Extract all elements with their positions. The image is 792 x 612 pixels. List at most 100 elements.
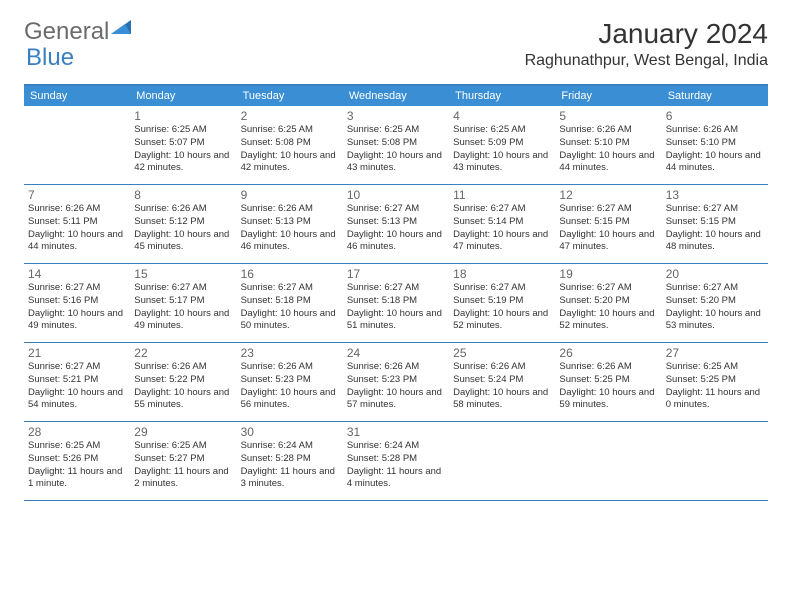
sunset-line: Sunset: 5:13 PM bbox=[347, 216, 445, 229]
day-number: 10 bbox=[347, 188, 445, 202]
sunset-line: Sunset: 5:10 PM bbox=[666, 137, 764, 150]
logo-text-2: Blue bbox=[26, 44, 74, 72]
sunset-line: Sunset: 5:11 PM bbox=[28, 216, 126, 229]
sunrise-line: Sunrise: 6:27 AM bbox=[28, 282, 126, 295]
sunrise-line: Sunrise: 6:26 AM bbox=[453, 361, 551, 374]
location: Raghunathpur, West Bengal, India bbox=[525, 52, 768, 70]
day-number: 25 bbox=[453, 346, 551, 360]
sunrise-line: Sunrise: 6:26 AM bbox=[241, 203, 339, 216]
day-cell: 20Sunrise: 6:27 AMSunset: 5:20 PMDayligh… bbox=[662, 264, 768, 342]
day-cell: 9Sunrise: 6:26 AMSunset: 5:13 PMDaylight… bbox=[237, 185, 343, 263]
sunrise-line: Sunrise: 6:24 AM bbox=[241, 440, 339, 453]
day-cell: 8Sunrise: 6:26 AMSunset: 5:12 PMDaylight… bbox=[130, 185, 236, 263]
sunset-line: Sunset: 5:09 PM bbox=[453, 137, 551, 150]
sunrise-line: Sunrise: 6:27 AM bbox=[559, 203, 657, 216]
daylight-line: Daylight: 10 hours and 47 minutes. bbox=[559, 229, 657, 255]
day-cell-empty bbox=[662, 422, 768, 500]
sunset-line: Sunset: 5:07 PM bbox=[134, 137, 232, 150]
day-cell: 2Sunrise: 6:25 AMSunset: 5:08 PMDaylight… bbox=[237, 106, 343, 184]
day-cell: 22Sunrise: 6:26 AMSunset: 5:22 PMDayligh… bbox=[130, 343, 236, 421]
sunrise-line: Sunrise: 6:27 AM bbox=[453, 282, 551, 295]
week-row: 7 Sunrise: 6:26 AM Sunset: 5:11 PM Daylight… bbox=[24, 185, 768, 264]
day-number: 15 bbox=[134, 267, 232, 281]
daylight-line: Daylight: 10 hours and 43 minutes. bbox=[347, 150, 445, 176]
daylight-line: Daylight: 10 hours and 44 minutes. bbox=[666, 150, 764, 176]
sunset-line: Sunset: 5:15 PM bbox=[559, 216, 657, 229]
sunset-line: Sunset: 5:28 PM bbox=[241, 453, 339, 466]
sunset-line: Sunset: 5:20 PM bbox=[666, 295, 764, 308]
day-cell: 5Sunrise: 6:26 AMSunset: 5:10 PMDaylight… bbox=[555, 106, 661, 184]
sunrise-line: Sunrise: 6:26 AM bbox=[559, 361, 657, 374]
day-number: 28 bbox=[28, 425, 126, 439]
day-number: 30 bbox=[241, 425, 339, 439]
sunrise-line: Sunrise: 6:27 AM bbox=[347, 282, 445, 295]
sunset-line: Sunset: 5:08 PM bbox=[241, 137, 339, 150]
day-number: 23 bbox=[241, 346, 339, 360]
daylight-line: Daylight: 11 hours and 0 minutes. bbox=[666, 387, 764, 413]
sunrise-line: Sunrise: 6:27 AM bbox=[666, 282, 764, 295]
sunset-line: Sunset: 5:23 PM bbox=[241, 374, 339, 387]
daylight-line: Daylight: 10 hours and 45 minutes. bbox=[134, 229, 232, 255]
day-number: 6 bbox=[666, 109, 764, 123]
weekday-header: Tuesday bbox=[237, 86, 343, 106]
day-number: 26 bbox=[559, 346, 657, 360]
sunset-line: Sunset: 5:25 PM bbox=[559, 374, 657, 387]
day-cell: 3Sunrise: 6:25 AMSunset: 5:08 PMDaylight… bbox=[343, 106, 449, 184]
sunset-line: Sunset: 5:22 PM bbox=[134, 374, 232, 387]
sunrise-line: Sunrise: 6:25 AM bbox=[453, 124, 551, 137]
sunset-line: Sunset: 5:21 PM bbox=[28, 374, 126, 387]
daylight-line: Daylight: 11 hours and 4 minutes. bbox=[347, 466, 445, 492]
sunrise-line: Sunrise: 6:25 AM bbox=[347, 124, 445, 137]
daylight-line: Daylight: 10 hours and 46 minutes. bbox=[347, 229, 445, 255]
sunset-line: Sunset: 5:15 PM bbox=[666, 216, 764, 229]
daylight-line: Daylight: 11 hours and 3 minutes. bbox=[241, 466, 339, 492]
daylight-line: Daylight: 10 hours and 49 minutes. bbox=[134, 308, 232, 334]
daylight-line: Daylight: 10 hours and 57 minutes. bbox=[347, 387, 445, 413]
daylight-line: Daylight: 10 hours and 52 minutes. bbox=[453, 308, 551, 334]
weekday-header-row: SundayMondayTuesdayWednesdayThursdayFrid… bbox=[24, 86, 768, 106]
sunset-line: Sunset: 5:18 PM bbox=[241, 295, 339, 308]
day-cell: 21Sunrise: 6:27 AMSunset: 5:21 PMDayligh… bbox=[24, 343, 130, 421]
day-cell-empty bbox=[555, 422, 661, 500]
sunset-line: Sunset: 5:08 PM bbox=[347, 137, 445, 150]
sunrise-line: Sunrise: 6:27 AM bbox=[666, 203, 764, 216]
sunrise-line: Sunrise: 6:27 AM bbox=[241, 282, 339, 295]
sunset-line: Sunset: 5:12 PM bbox=[134, 216, 232, 229]
day-number: 13 bbox=[666, 188, 764, 202]
sunset-line: Sunset: 5:13 PM bbox=[241, 216, 339, 229]
sunset-line: Sunset: 5:23 PM bbox=[347, 374, 445, 387]
day-cell: 29Sunrise: 6:25 AMSunset: 5:27 PMDayligh… bbox=[130, 422, 236, 500]
day-number: 2 bbox=[241, 109, 339, 123]
day-cell: 7Sunrise: 6:26 AMSunset: 5:11 PMDaylight… bbox=[24, 185, 130, 263]
week-row: 1Sunrise: 6:25 AMSunset: 5:07 PMDaylight… bbox=[24, 106, 768, 185]
daylight-line: Daylight: 10 hours and 52 minutes. bbox=[559, 308, 657, 334]
sunset-line: Sunset: 5:18 PM bbox=[347, 295, 445, 308]
day-number: 12 bbox=[559, 188, 657, 202]
daylight-line: Daylight: 10 hours and 44 minutes. bbox=[559, 150, 657, 176]
sunset-line: Sunset: 5:25 PM bbox=[666, 374, 764, 387]
sunrise-line: Sunrise: 6:25 AM bbox=[241, 124, 339, 137]
daylight-line: Daylight: 10 hours and 55 minutes. bbox=[134, 387, 232, 413]
daylight-line: Daylight: 10 hours and 47 minutes. bbox=[453, 229, 551, 255]
calendar: SundayMondayTuesdayWednesdayThursdayFrid… bbox=[24, 84, 768, 501]
sunrise-line: Sunrise: 6:25 AM bbox=[666, 361, 764, 374]
daylight-line: Daylight: 10 hours and 54 minutes. bbox=[28, 387, 126, 413]
day-number: 4 bbox=[453, 109, 551, 123]
sunset-line: Sunset: 5:27 PM bbox=[134, 453, 232, 466]
day-cell: 13Sunrise: 6:27 AMSunset: 5:15 PMDayligh… bbox=[662, 185, 768, 263]
day-number: 14 bbox=[28, 267, 126, 281]
daylight-line: Daylight: 10 hours and 42 minutes. bbox=[134, 150, 232, 176]
day-number: 19 bbox=[559, 267, 657, 281]
week-row: 14Sunrise: 6:27 AMSunset: 5:16 PMDayligh… bbox=[24, 264, 768, 343]
sunrise-line: Sunrise: 6:25 AM bbox=[134, 124, 232, 137]
daylight-line: Daylight: 10 hours and 50 minutes. bbox=[241, 308, 339, 334]
daylight-line: Daylight: 10 hours and 42 minutes. bbox=[241, 150, 339, 176]
sunset-line: Sunset: 5:19 PM bbox=[453, 295, 551, 308]
day-cell: 14Sunrise: 6:27 AMSunset: 5:16 PMDayligh… bbox=[24, 264, 130, 342]
header: General January 2024 Raghunathpur, West … bbox=[0, 0, 792, 76]
day-number: 16 bbox=[241, 267, 339, 281]
sunrise-line: Sunrise: 6:25 AM bbox=[134, 440, 232, 453]
day-cell: 24Sunrise: 6:26 AMSunset: 5:23 PMDayligh… bbox=[343, 343, 449, 421]
day-number: 7 bbox=[28, 188, 126, 202]
day-number: 8 bbox=[134, 188, 232, 202]
